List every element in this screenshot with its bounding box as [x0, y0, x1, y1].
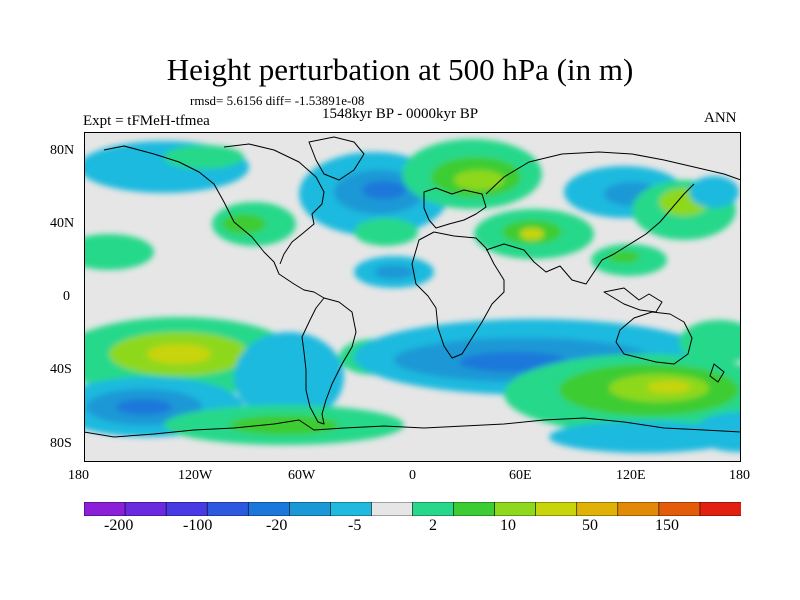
colorbar-swatch-0: [84, 502, 126, 516]
colorbar-swatch-5: [289, 502, 331, 516]
colorbar-swatch-1: [124, 502, 167, 516]
lat-label-40n: 40N: [50, 216, 75, 231]
colorbar-label-neg100: -100: [183, 517, 213, 534]
coastline-africa: [411, 231, 505, 359]
colorbar-label-2: 2: [429, 517, 437, 534]
lon-label-60e: 60E: [509, 468, 532, 483]
coastline-new-zealand: [709, 363, 725, 383]
contour-fills: [84, 139, 741, 453]
coastline-antarctica: [84, 417, 741, 438]
colorbar-swatch-2: [165, 502, 208, 516]
colorbar-swatch-10: [494, 502, 537, 516]
lon-label-60w: 60W: [288, 468, 316, 483]
colorbar-swatch-9: [453, 502, 496, 516]
coastline-north-america-east: [223, 143, 325, 265]
contour-map: [84, 132, 741, 462]
colorbar-swatch-8: [412, 502, 455, 516]
coastline-greenland: [308, 136, 365, 181]
coastline-indonesia: [603, 287, 663, 313]
coastline-australia: [615, 311, 693, 365]
lon-label-120w: 120W: [178, 468, 213, 483]
colorbar-swatch-12: [576, 502, 619, 516]
colorbar-swatch-6: [330, 502, 373, 516]
coastline-south-america: [301, 297, 357, 425]
colorbar-swatch-13: [617, 502, 660, 516]
coastline-north-america-west: [103, 145, 325, 299]
coastline-asia-north: [485, 151, 741, 195]
colorbar-swatch-15: [699, 502, 741, 516]
colorbar-label-neg5: -5: [348, 517, 362, 534]
coastline-asia-south: [485, 183, 695, 285]
lon-label-180w: 180: [68, 468, 89, 483]
coastline-europe: [423, 187, 487, 229]
colorbar-swatch-7: [371, 502, 414, 516]
colorbar-swatch-11: [535, 502, 578, 516]
lon-label-120e: 120E: [616, 468, 646, 483]
colorbar-label-neg200: -200: [104, 517, 134, 534]
map-frame: [84, 132, 741, 462]
colorbar-label-neg20: -20: [266, 517, 288, 534]
lon-label-0: 0: [409, 468, 416, 483]
lat-label-40s: 40S: [50, 362, 72, 377]
season-label: ANN: [704, 110, 737, 126]
colorbar-swatch-3: [206, 502, 249, 516]
stats-line: rmsd= 5.6156 diff= -1.53891e-08: [190, 93, 365, 108]
lat-label-0: 0: [63, 289, 70, 304]
colorbar: [84, 502, 741, 516]
colorbar-label-10: 10: [500, 517, 516, 534]
period-line: 1548kyr BP - 0000kyr BP: [322, 106, 479, 122]
lat-label-80s: 80S: [50, 436, 72, 451]
colorbar-swatch-14: [658, 502, 701, 516]
colorbar-label-50: 50: [582, 517, 598, 534]
map-title: Height perturbation at 500 hPa (in m): [166, 52, 634, 87]
lon-label-180e: 180: [729, 468, 750, 483]
experiment-label: Expt = tFMeH-tfmea: [83, 113, 210, 129]
lat-label-80n: 80N: [50, 143, 75, 158]
colorbar-label-150: 150: [655, 517, 679, 534]
coastlines: [84, 136, 741, 438]
colorbar-swatch-4: [247, 502, 290, 516]
